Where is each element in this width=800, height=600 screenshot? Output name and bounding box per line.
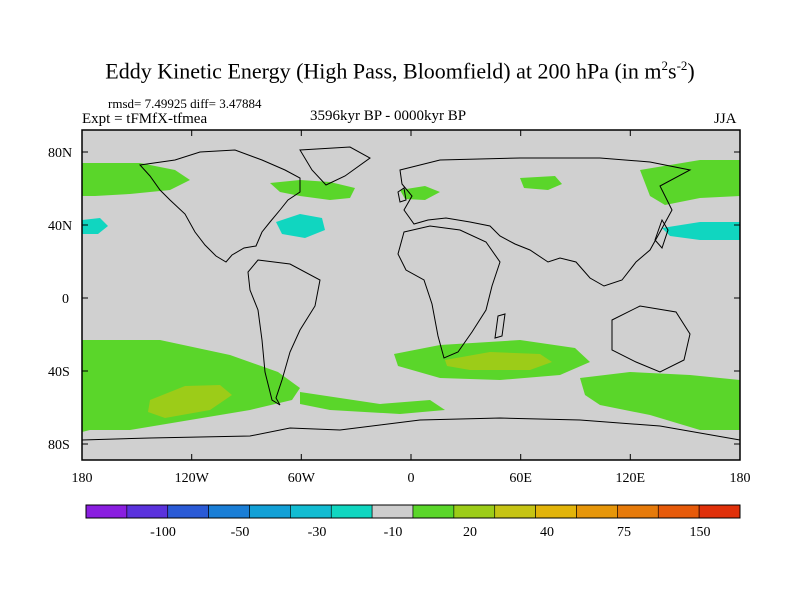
contour-north-atlantic	[270, 180, 355, 200]
colorbar-box-6	[330, 504, 373, 519]
experiment-label: Expt = tFMfX-tfmea	[82, 111, 208, 127]
colorbar-label-m50: -50	[231, 525, 250, 540]
lat-label-80s: 80S	[48, 438, 70, 453]
colorbar-box-12	[576, 504, 618, 519]
lat-label-40n: 40N	[48, 219, 72, 234]
contour-europe	[400, 186, 440, 200]
lon-label-180w: 180	[72, 471, 93, 486]
colorbar-box-3	[208, 504, 250, 519]
lon-ticks	[81, 130, 741, 460]
field-contours	[82, 160, 740, 432]
lon-label-120e: 120E	[616, 471, 646, 486]
contour-inner-pacific	[148, 385, 232, 418]
period-label: 3596kyr BP - 0000kyr BP	[310, 108, 467, 124]
colorbar-label-m100: -100	[150, 525, 176, 540]
lon-label-180e: 180	[730, 471, 751, 486]
coast-north-america	[138, 149, 301, 263]
colorbar-box-5	[290, 504, 332, 519]
coast-antarctica	[82, 417, 740, 441]
lon-label-120w: 120W	[175, 471, 210, 486]
coast-eurasia	[399, 157, 692, 287]
coastlines	[82, 146, 740, 441]
lat-ticks	[82, 151, 740, 445]
colorbar-label-m30: -30	[308, 525, 327, 540]
contour-siberia	[520, 176, 562, 190]
coast-greenland	[299, 146, 371, 186]
coast-south-america	[247, 259, 321, 406]
colorbar-box-2	[167, 504, 209, 519]
colorbar-label-m10: -10	[384, 525, 403, 540]
colorbar-box-4	[249, 504, 291, 519]
lon-label-0: 0	[408, 471, 415, 486]
contour-north-east-asia	[640, 160, 740, 205]
colorbar-box-13	[617, 504, 659, 519]
colorbar-label-40: 40	[540, 525, 554, 540]
colorbar-label-150: 150	[690, 525, 711, 540]
contour-inner-indian	[445, 352, 552, 370]
contour-north-pacific	[82, 163, 190, 196]
coast-madagascar	[494, 313, 506, 339]
contour-cyan-atlantic	[276, 214, 325, 238]
coast-japan	[654, 218, 669, 249]
contour-south-indian-east	[580, 372, 740, 430]
lat-label-0: 0	[62, 292, 69, 307]
contour-cyan-pacific	[82, 218, 108, 234]
coast-uk	[397, 187, 407, 203]
coast-africa	[397, 225, 501, 359]
lat-label-40s: 40S	[48, 365, 70, 380]
coast-australia	[611, 305, 691, 373]
colorbar-labels: -100 -50 -30 -10 20 40 75 150	[150, 525, 710, 540]
colorbar-box-7	[371, 504, 414, 519]
map-title: Eddy Kinetic Energy (High Pass, Bloomfie…	[105, 58, 695, 84]
lat-label-80n: 80N	[48, 146, 72, 161]
colorbar-frame	[85, 504, 741, 519]
colorbar-box-9	[453, 504, 496, 519]
colorbar-box-1	[126, 504, 169, 519]
colorbar-box-15	[698, 504, 741, 519]
contour-south-atlantic	[300, 392, 445, 414]
colorbar-box-10	[494, 504, 536, 519]
lon-label-60e: 60E	[509, 471, 532, 486]
colorbar-box-14	[657, 504, 700, 519]
season-label: JJA	[714, 111, 737, 127]
stats-text: rmsd= 7.49925 diff= 3.47884	[108, 96, 262, 111]
colorbar-label-20: 20	[463, 525, 477, 540]
colorbar-box-11	[535, 504, 577, 519]
contour-cyan-west-pacific	[662, 222, 740, 240]
colorbar-box-0	[85, 504, 128, 519]
colorbar	[85, 504, 741, 519]
lon-label-60w: 60W	[288, 471, 316, 486]
colorbar-label-75: 75	[617, 525, 631, 540]
colorbar-box-8	[412, 504, 455, 519]
